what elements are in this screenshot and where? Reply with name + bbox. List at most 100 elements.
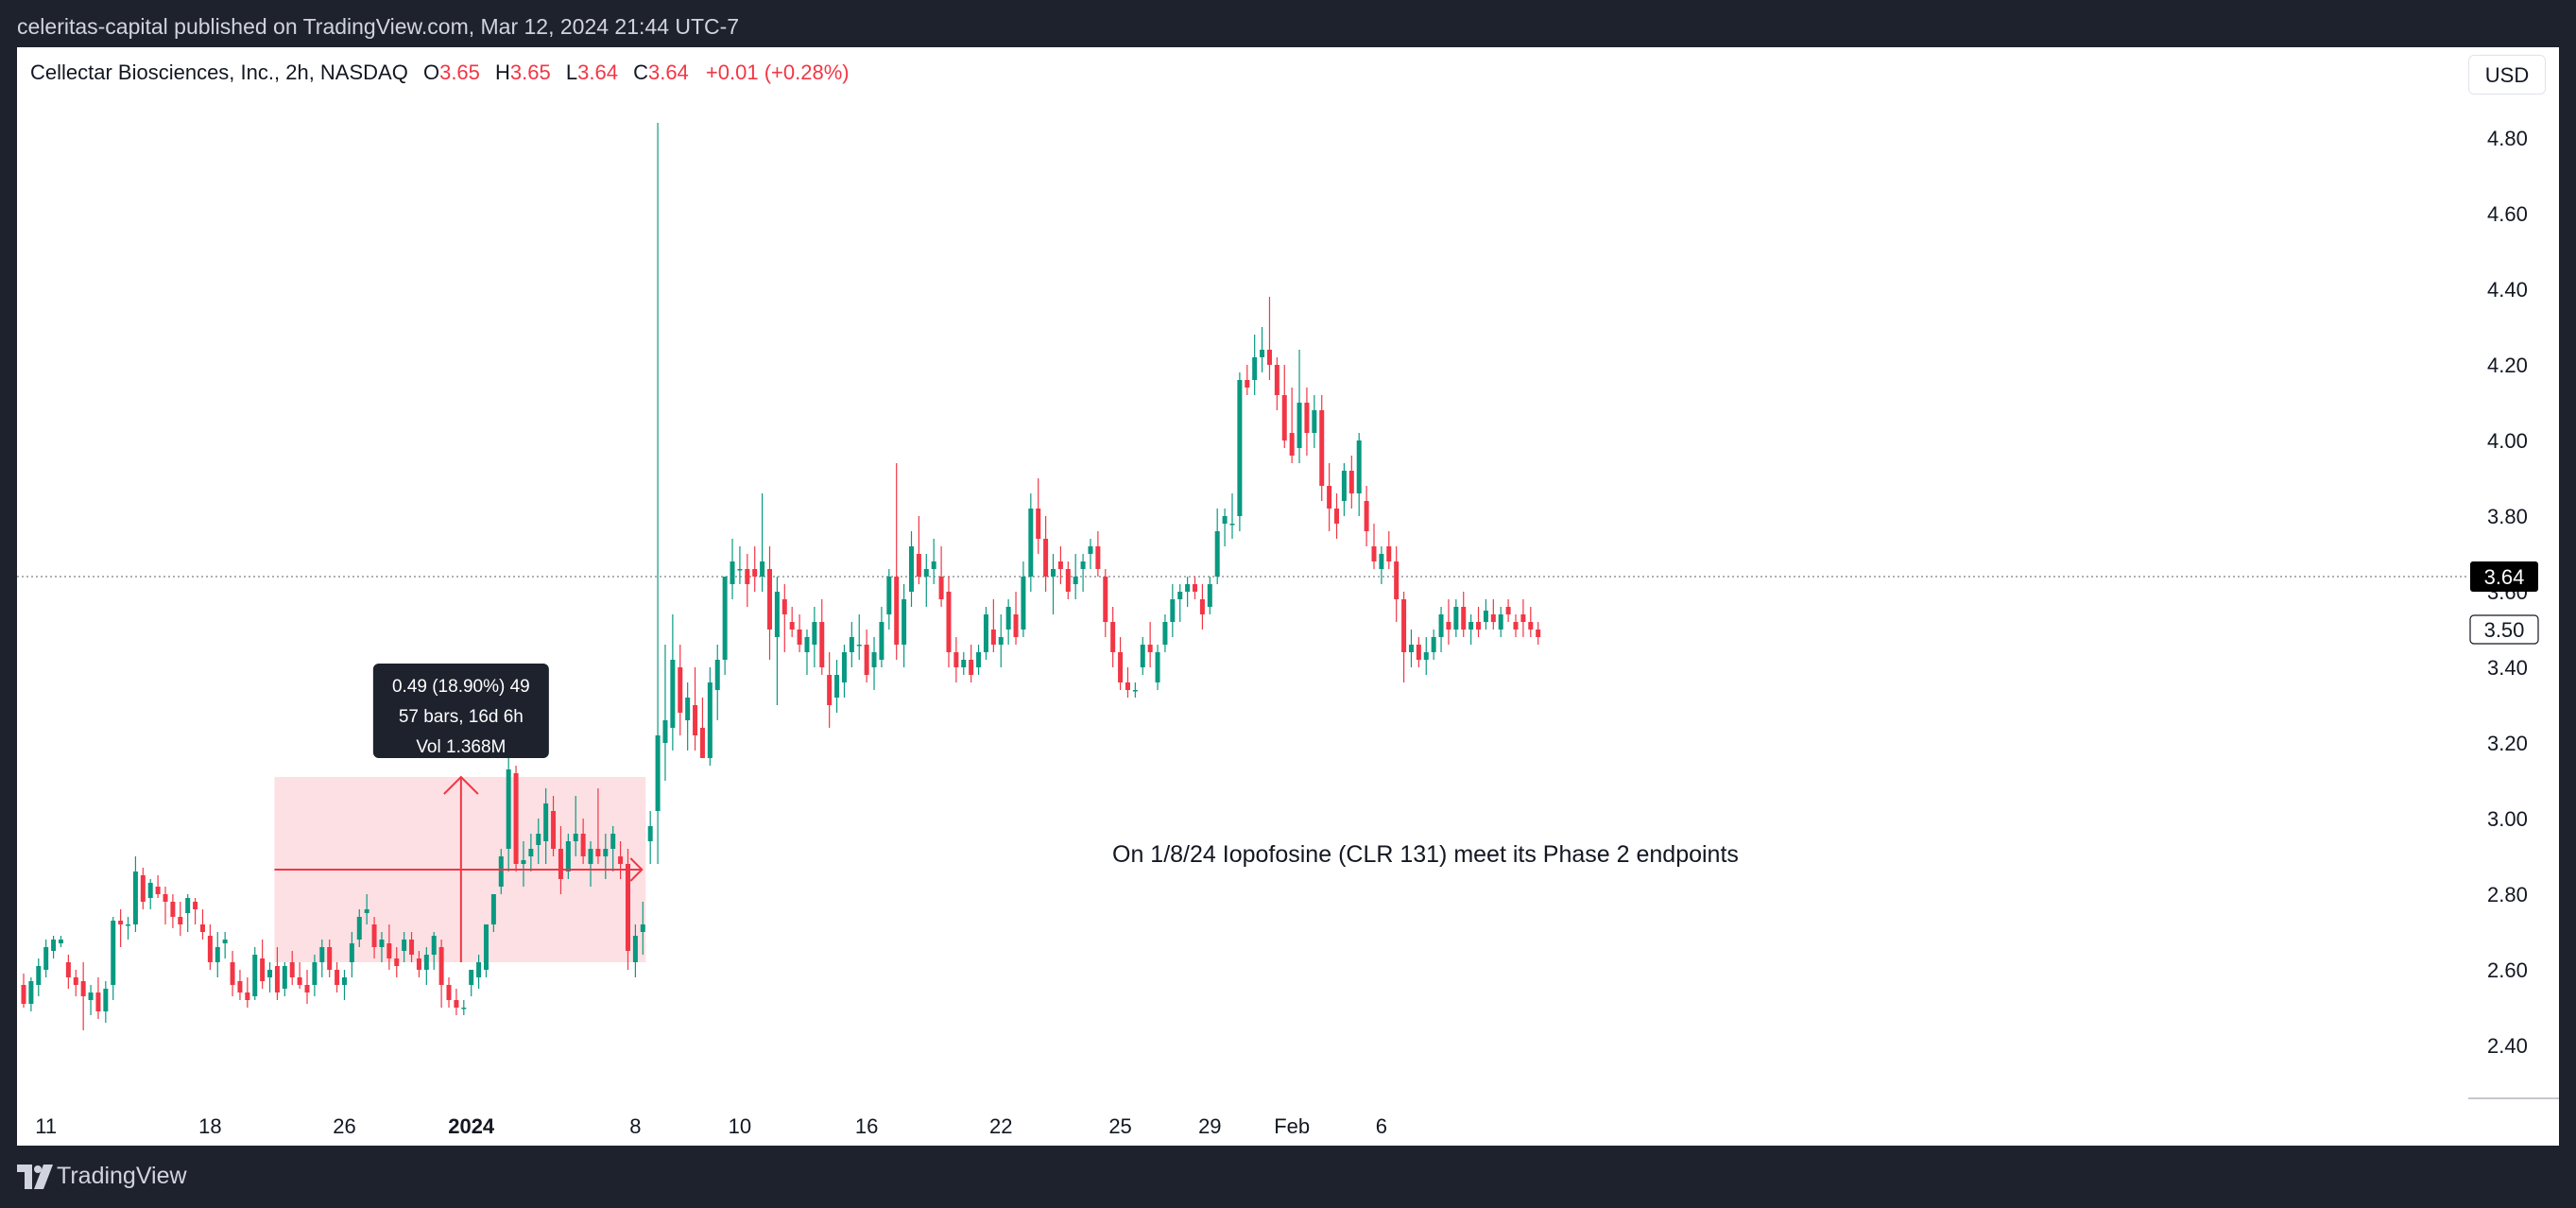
candle-body xyxy=(1319,410,1325,486)
candle-body xyxy=(490,894,496,924)
candle-body xyxy=(1073,577,1078,584)
candle-body xyxy=(319,947,325,962)
measure-arrow-head xyxy=(629,857,644,882)
candle-body xyxy=(170,902,176,917)
candle-body xyxy=(21,985,26,1004)
chart-panel[interactable]: 2.40 2.60 2.80 3.00 3.20 3.40 3.60 3.80 4.00 4.20… xyxy=(17,47,2559,1146)
candle-body xyxy=(230,962,235,985)
candle-body xyxy=(685,698,691,720)
candle-body xyxy=(1364,501,1369,531)
footer-brand[interactable]: TradingView xyxy=(57,1163,187,1189)
currency-button[interactable]: USD xyxy=(2468,55,2546,95)
candle-body xyxy=(588,849,593,864)
candle-body xyxy=(416,958,421,970)
candle-body xyxy=(88,992,94,1000)
candle-body xyxy=(454,1000,459,1008)
candle-body xyxy=(1490,614,1496,622)
candle-body xyxy=(961,660,967,667)
candle-body xyxy=(1266,350,1272,365)
candle-body xyxy=(379,940,385,947)
candle-body xyxy=(1103,577,1108,622)
x-tick-label: 25 xyxy=(1108,1114,1131,1138)
candle-body xyxy=(1304,403,1310,433)
candle-body xyxy=(1356,440,1362,493)
candle-body xyxy=(573,834,578,841)
candle-body xyxy=(902,599,907,645)
candlestick-chart[interactable]: 2.402.602.803.003.203.403.603.804.004.20… xyxy=(17,47,2559,1146)
y-tick-label: 3.20 xyxy=(2487,732,2528,755)
candle-body xyxy=(1162,622,1168,645)
y-tick-label: 3.40 xyxy=(2487,656,2528,680)
candle-body xyxy=(297,977,302,985)
low-value: 3.64 xyxy=(577,60,618,84)
candle-body xyxy=(1483,611,1488,622)
candle-body xyxy=(781,599,787,614)
candle-body xyxy=(178,917,183,924)
x-tick-label: 26 xyxy=(333,1114,355,1138)
candle-body xyxy=(193,902,198,909)
x-tick-label: 10 xyxy=(729,1114,751,1138)
candle-body xyxy=(521,860,526,864)
candle-body xyxy=(1379,554,1384,569)
candle-body xyxy=(1088,546,1093,554)
candle-body xyxy=(730,561,735,584)
open-label: O xyxy=(422,60,440,84)
candle-body xyxy=(476,962,482,977)
candle-body xyxy=(528,849,534,856)
candle-body xyxy=(551,811,557,849)
candle-body xyxy=(51,940,57,951)
candle-body xyxy=(1177,592,1183,599)
candle-body xyxy=(252,955,258,996)
candle-body xyxy=(95,992,101,1011)
candle-body xyxy=(886,577,892,614)
candle-body xyxy=(819,622,825,667)
candle-body xyxy=(1394,561,1400,599)
open-value: 3.65 xyxy=(439,60,480,84)
symbol-title[interactable]: Cellectar Biosciences, Inc., 2h, NASDAQ xyxy=(30,60,408,84)
candle-body xyxy=(946,592,952,652)
candle-body xyxy=(871,652,877,667)
candle-body xyxy=(752,569,758,577)
candles-group xyxy=(21,123,1541,1030)
candle-body xyxy=(1312,410,1317,433)
close-label: C xyxy=(633,60,648,84)
candle-body xyxy=(327,947,333,970)
candle-body xyxy=(506,769,511,849)
candle-body xyxy=(722,577,728,660)
candle-body xyxy=(894,577,900,645)
candle-body xyxy=(163,894,168,902)
measure-tooltip xyxy=(372,664,549,758)
candle-body xyxy=(580,834,586,856)
published-header: celeritas-capital published on TradingVi… xyxy=(0,0,2576,47)
candle-body xyxy=(118,921,124,924)
candle-body xyxy=(1348,471,1354,493)
candle-body xyxy=(1468,622,1474,630)
phase2-annotation: On 1/8/24 Iopofosine (CLR 131) meet its … xyxy=(1112,841,1739,868)
candle-body xyxy=(335,970,340,985)
x-tick-label: Feb xyxy=(1274,1114,1310,1138)
candle-body xyxy=(693,705,698,735)
candle-body xyxy=(1005,607,1011,630)
candle-body xyxy=(438,947,444,985)
candle-body xyxy=(1199,599,1205,614)
candle-body xyxy=(938,577,944,599)
candle-body xyxy=(953,652,959,667)
candle-body xyxy=(304,985,310,992)
x-tick-label: 6 xyxy=(1376,1114,1387,1138)
candle-body xyxy=(603,849,609,856)
low-label: L xyxy=(565,60,578,84)
candle-body xyxy=(1431,637,1436,652)
candle-body xyxy=(1028,509,1034,577)
candle-body xyxy=(1036,509,1041,539)
published-text: celeritas-capital published on TradingVi… xyxy=(17,14,740,39)
candle-body xyxy=(1341,471,1347,501)
candle-body xyxy=(498,856,504,887)
candle-body xyxy=(1327,486,1332,509)
candle-body xyxy=(990,630,996,645)
candle-body xyxy=(745,569,750,584)
y-tick-label: 4.80 xyxy=(2487,127,2528,150)
candle-body xyxy=(140,875,146,902)
candle-body xyxy=(1476,622,1482,630)
candle-body xyxy=(356,917,362,940)
candle-body xyxy=(1013,614,1019,637)
